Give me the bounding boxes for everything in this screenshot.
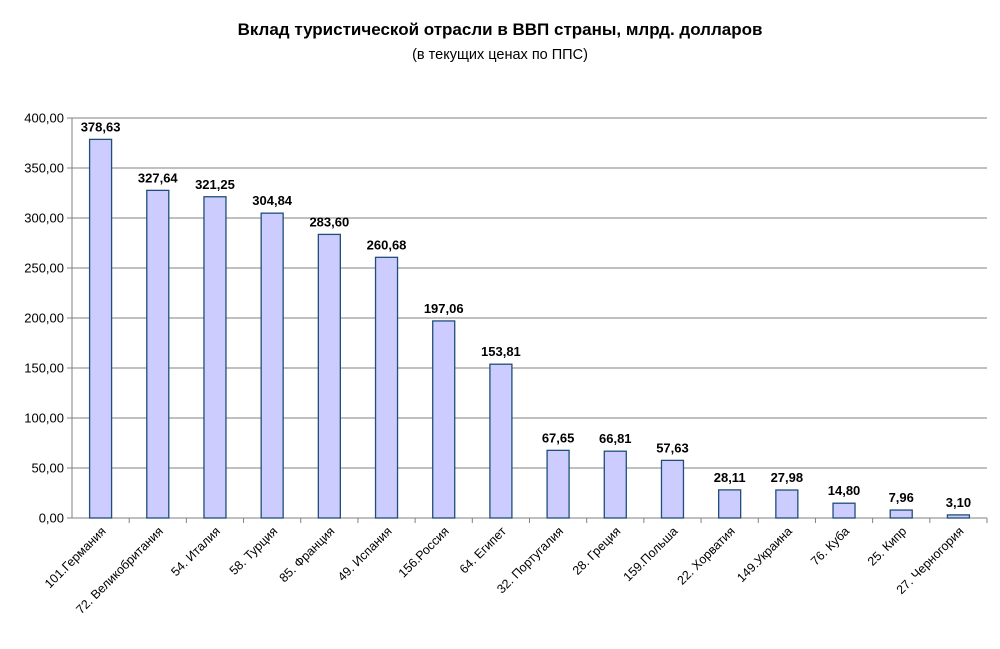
data-label: 197,06: [424, 301, 464, 316]
y-tick-label: 200,00: [24, 311, 64, 326]
data-label: 27,98: [771, 470, 804, 485]
x-tick-label: 64. Египет: [457, 524, 509, 576]
y-tick-label: 250,00: [24, 261, 64, 276]
data-label: 304,84: [252, 193, 293, 208]
bar: [260, 212, 284, 519]
bar: [203, 196, 227, 519]
y-tick-label: 50,00: [31, 461, 64, 476]
x-tick-label: 149.Украина: [734, 524, 795, 585]
chart-title: Вклад туристической отрасли в ВВП страны…: [237, 20, 763, 39]
bar: [374, 256, 399, 519]
y-tick-label: 350,00: [24, 161, 64, 176]
bar: [88, 138, 113, 519]
x-tick-label: 25. Кипр: [865, 524, 909, 568]
y-tick-label: 100,00: [24, 411, 64, 426]
bar: [718, 489, 742, 519]
data-label: 3,10: [946, 495, 971, 510]
x-tick-label: 58. Турция: [227, 524, 281, 578]
bar: [432, 320, 456, 519]
bar: [489, 363, 513, 519]
x-tick-label: 22. Хорватия: [674, 524, 737, 587]
data-label: 327,64: [138, 170, 179, 185]
data-label: 260,68: [367, 237, 407, 252]
bar: [889, 509, 913, 519]
bar: [832, 502, 856, 519]
y-tick-label: 400,00: [24, 111, 64, 126]
bar: [546, 449, 570, 519]
x-tick-label: 159.Польша: [621, 524, 681, 584]
chart-subtitle: (в текущих ценах по ППС): [412, 47, 588, 63]
bar: [317, 233, 341, 519]
data-label: 7,96: [889, 490, 914, 505]
x-tick-label: 156.Россия: [396, 524, 452, 580]
x-tick-label: 28. Греция: [570, 524, 624, 578]
x-tick-label: 54. Италия: [168, 524, 223, 579]
data-label: 283,60: [309, 214, 349, 229]
x-tick-label: 85. Франция: [277, 524, 338, 585]
bar: [775, 489, 799, 519]
data-label: 321,25: [195, 177, 235, 192]
data-label: 57,63: [656, 440, 689, 455]
y-tick-label: 150,00: [24, 361, 64, 376]
bar: [603, 450, 627, 519]
data-label: 67,65: [542, 430, 575, 445]
bar: [946, 514, 971, 519]
x-tick-label: 76. Куба: [808, 524, 852, 568]
data-label: 66,81: [599, 431, 632, 446]
y-tick-label: 300,00: [24, 211, 64, 226]
data-label: 153,81: [481, 344, 521, 359]
x-tick-label: 49. Испания: [335, 524, 395, 584]
data-label: 378,63: [81, 119, 121, 134]
data-label: 14,80: [828, 483, 861, 498]
bar: [146, 189, 170, 519]
bar: [660, 459, 685, 519]
data-label: 28,11: [714, 470, 746, 485]
y-tick-label: 0,00: [39, 511, 64, 526]
